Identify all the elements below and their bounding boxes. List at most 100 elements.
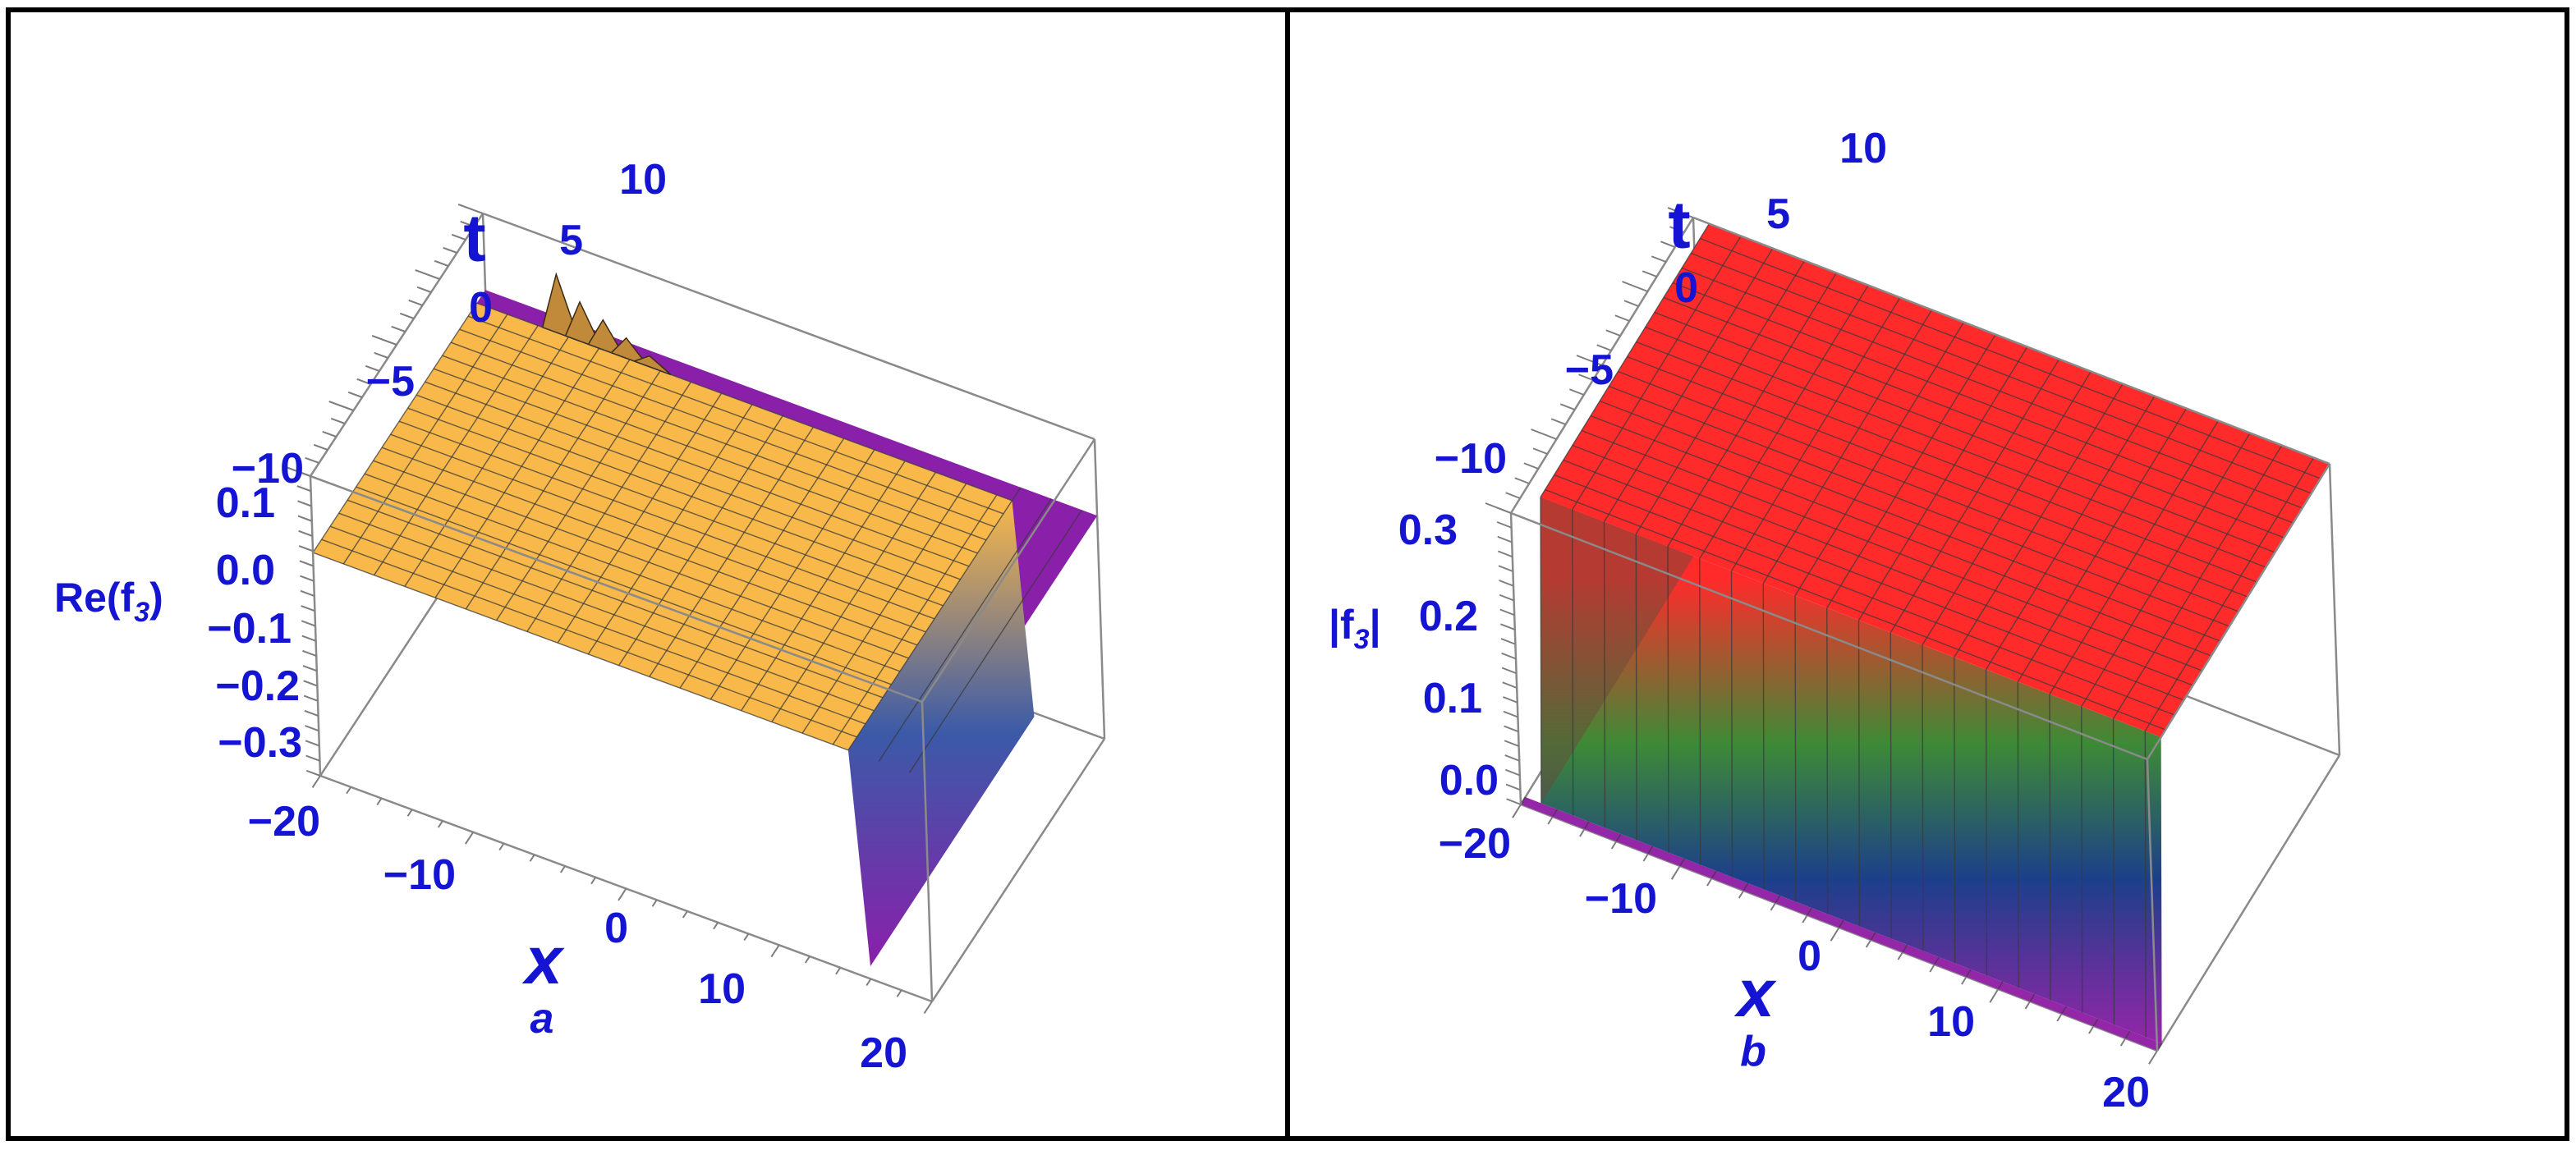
box-edge bbox=[930, 738, 1106, 1002]
mesh-line bbox=[1654, 311, 2275, 553]
z-tick-mark bbox=[1501, 652, 1517, 660]
x-tick-mark bbox=[804, 956, 810, 964]
x-tick-label: −10 bbox=[1585, 875, 1657, 923]
t-tick-label: −5 bbox=[1565, 346, 1614, 394]
mesh-line bbox=[2081, 433, 2251, 707]
t-tick-mark bbox=[1531, 429, 1557, 440]
mesh-line bbox=[1563, 459, 2184, 701]
z-tick-mark bbox=[299, 560, 314, 567]
t-tick-mark bbox=[1523, 462, 1539, 470]
z-tick-mark bbox=[1499, 580, 1514, 587]
mesh-line bbox=[1890, 632, 1892, 939]
mesh-line bbox=[557, 392, 723, 644]
t-tick-mark bbox=[1596, 344, 1612, 351]
z-axis-label: Re(f3) bbox=[54, 575, 163, 628]
z-tick-label: 0.3 bbox=[1398, 506, 1458, 554]
mesh-line bbox=[467, 315, 1004, 515]
mesh-line bbox=[801, 483, 967, 734]
box-edge bbox=[1093, 438, 1106, 740]
mesh-line bbox=[416, 394, 953, 594]
x-tick-mark bbox=[559, 865, 566, 873]
x-tick-mark bbox=[835, 967, 842, 975]
mesh-line bbox=[1609, 385, 2230, 627]
mesh-line bbox=[425, 381, 961, 580]
mesh-line bbox=[1730, 571, 1733, 878]
z-tick-mark bbox=[301, 620, 316, 627]
t-tick-mark bbox=[365, 364, 380, 372]
mesh-line bbox=[450, 341, 987, 541]
z-tick-mark bbox=[1496, 506, 1512, 514]
z-tick-mark bbox=[300, 575, 315, 582]
mesh-line bbox=[1762, 309, 1933, 584]
x-tick-mark bbox=[311, 775, 321, 788]
t-tick-label: 5 bbox=[1766, 190, 1790, 238]
x-tick-mark bbox=[590, 877, 597, 885]
t-tick-mark bbox=[1578, 374, 1594, 381]
z-tick-mark bbox=[1497, 535, 1513, 543]
mesh-line bbox=[495, 370, 661, 621]
x-tick-mark bbox=[1802, 914, 1808, 924]
mesh-line bbox=[1699, 285, 1869, 559]
t-tick-mark bbox=[1532, 447, 1548, 455]
x-tick-mark bbox=[713, 922, 719, 930]
mesh-line bbox=[329, 525, 866, 725]
mesh-line bbox=[404, 337, 569, 587]
z-tick-mark bbox=[297, 500, 312, 507]
x-tick-mark bbox=[1929, 964, 1935, 973]
x-tick-mark bbox=[529, 854, 535, 862]
surface-wall bbox=[1541, 497, 2162, 1043]
t-tick-mark bbox=[416, 286, 432, 293]
mesh-line bbox=[908, 509, 1083, 773]
z-tick-mark bbox=[1499, 608, 1515, 616]
mesh-line bbox=[1572, 236, 1742, 510]
x-tick-mark bbox=[464, 832, 475, 845]
t-tick-label: 5 bbox=[559, 217, 583, 264]
x-tick-mark bbox=[1738, 890, 1745, 899]
t-tick-mark bbox=[313, 443, 328, 451]
z-tick-label: 0.0 bbox=[1440, 757, 1499, 804]
z-tick-mark bbox=[1496, 521, 1512, 529]
mesh-line bbox=[771, 472, 936, 722]
z-tick-mark bbox=[301, 605, 315, 612]
z-tick-mark bbox=[1500, 623, 1516, 630]
mesh-line bbox=[1635, 534, 1637, 841]
mesh-line bbox=[373, 325, 539, 576]
t-tick-mark bbox=[408, 299, 423, 306]
mesh-line bbox=[312, 302, 478, 553]
x-tick-label: −10 bbox=[383, 851, 456, 899]
mesh-line bbox=[398, 420, 935, 620]
mesh-line bbox=[1826, 607, 1829, 914]
mesh-line bbox=[1965, 969, 1972, 978]
mesh-line bbox=[1572, 444, 2193, 686]
x-tick-mark bbox=[743, 933, 750, 942]
z-tick-mark bbox=[1502, 681, 1518, 689]
panel-b: −10 −5 0 5 10 t 0.3 0.2 0.1 0.0 |f3| −20… bbox=[1329, 125, 2341, 1116]
t-tick-mark bbox=[1514, 477, 1530, 484]
z-tick-mark bbox=[303, 680, 318, 687]
z-tick-mark bbox=[1504, 725, 1519, 733]
mesh-line bbox=[1954, 657, 1956, 964]
mesh-line bbox=[1794, 595, 1797, 902]
x-tick-label: 20 bbox=[2102, 1069, 2150, 1116]
x-tick-mark bbox=[923, 1001, 933, 1014]
mesh-line bbox=[1794, 322, 1964, 596]
mesh-line bbox=[465, 359, 631, 610]
z-tick-mark bbox=[305, 754, 320, 762]
mesh-line bbox=[740, 461, 906, 712]
mesh-line bbox=[2112, 718, 2115, 1025]
z-tick-label: 0.1 bbox=[1423, 675, 1482, 722]
x-tick-mark bbox=[376, 797, 383, 806]
t-tick-mark bbox=[1505, 492, 1521, 499]
t-tick-mark bbox=[374, 351, 388, 359]
box-edge bbox=[310, 474, 923, 704]
x-tick-mark bbox=[1897, 951, 1903, 960]
z-tick-mark bbox=[1500, 638, 1516, 645]
x-tick-mark bbox=[1670, 865, 1681, 880]
z-tick-label: −0.2 bbox=[215, 662, 300, 710]
t-tick-mark bbox=[1651, 255, 1667, 263]
x-tick-label: 10 bbox=[698, 965, 746, 1013]
z-tick-label: 0.2 bbox=[1419, 593, 1478, 640]
t-tick-mark bbox=[460, 220, 475, 227]
x-tick-mark bbox=[1830, 927, 1840, 942]
t-tick-label: 0 bbox=[469, 284, 493, 332]
